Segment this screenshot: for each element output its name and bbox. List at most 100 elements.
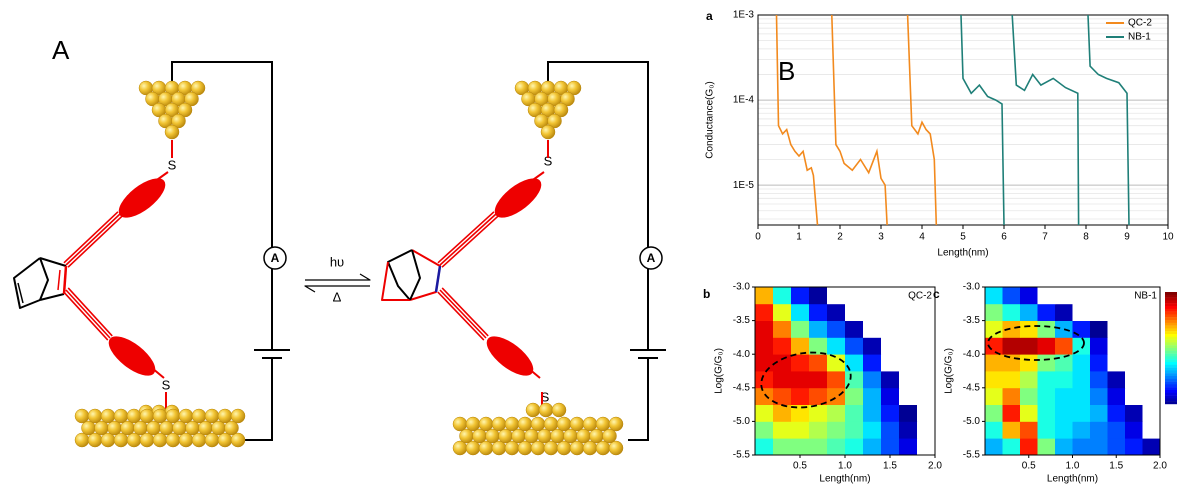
ammeter (263, 246, 287, 270)
y-tick-label: 1E-4 (733, 95, 755, 106)
heat-cell (773, 354, 792, 372)
heat-cell (863, 320, 882, 338)
gold-atom (563, 428, 578, 444)
triple-bond (437, 211, 495, 264)
panel-label: b (703, 287, 710, 301)
heat-cell (827, 320, 846, 338)
heat-cell (1125, 320, 1143, 338)
y-tick-label: -3.5 (963, 315, 981, 326)
heat-cell (1125, 354, 1143, 372)
heat-cell (881, 438, 900, 456)
gold-atom (560, 91, 575, 107)
gold-atom (608, 440, 624, 456)
gold-atom (485, 428, 500, 444)
circuit-wire (171, 61, 273, 441)
colorbar-step (1165, 359, 1177, 363)
gold-atom (608, 416, 624, 432)
heat-cell (791, 354, 810, 372)
gold-atom (537, 428, 552, 444)
colorbar-step (1165, 364, 1177, 368)
colorbar-step (1165, 320, 1177, 323)
panel-label: c (933, 287, 940, 301)
x-axis-label: Length(nm) (937, 248, 988, 259)
gold-atom (465, 416, 481, 432)
heat-cell (755, 337, 774, 355)
gold-atom (159, 420, 174, 436)
heat-cell (1037, 404, 1056, 422)
heat-cell (773, 287, 792, 305)
gold-atom (198, 420, 213, 436)
colorbar-step (1165, 334, 1177, 337)
gold-atom (538, 402, 554, 418)
gold-atom (113, 432, 129, 448)
colorbar-step (1165, 339, 1177, 343)
colorbar-step (1165, 325, 1177, 329)
colorbar-step (1165, 306, 1177, 309)
ammeter-label: A (647, 251, 656, 265)
highlight-ellipse (760, 351, 852, 409)
gold-atom (100, 432, 116, 448)
series-name: QC-2 (908, 291, 932, 302)
gold-atom (569, 416, 585, 432)
x-tick-label: 5 (960, 232, 966, 243)
colorbar-step (1165, 373, 1177, 377)
gold-atom (511, 428, 526, 444)
gold-atom (204, 432, 220, 448)
bond (304, 285, 370, 293)
heat-cell (1107, 287, 1126, 305)
linker (527, 367, 541, 379)
heat-cell (791, 337, 810, 355)
heat-cell (881, 337, 900, 355)
heat-cell (1125, 421, 1143, 439)
x-tick-label: 1 (796, 232, 802, 243)
colorbar-step (1165, 297, 1177, 301)
gold-atom (185, 420, 200, 436)
heat-cell (1002, 404, 1021, 422)
gold-atom (217, 432, 233, 448)
x-tick-label: 1.0 (1066, 461, 1080, 472)
triple-bond (441, 287, 489, 337)
heat-cell (1142, 387, 1161, 405)
gold-atom (164, 124, 180, 140)
gold-atom (126, 432, 142, 448)
heat-cell (863, 421, 882, 439)
x-tick-label: 2 (837, 232, 843, 243)
heat-cell (827, 303, 846, 321)
panel-label: a (706, 9, 713, 23)
bond (39, 257, 67, 267)
heat-cell (917, 303, 936, 321)
triple-bond (437, 291, 485, 341)
colorbar-step (1165, 322, 1177, 326)
x-tick-label: 1.5 (1109, 461, 1123, 472)
gold-atom (100, 408, 116, 424)
colorbar-step (1165, 294, 1177, 298)
triple-bond (439, 289, 487, 339)
heat-cell (1037, 354, 1056, 372)
heat-cell (1142, 320, 1161, 338)
heat-cell (773, 303, 792, 321)
heat-cell (1002, 337, 1021, 355)
gold-atom (465, 440, 481, 456)
heat-cell (899, 320, 918, 338)
gold-atom (553, 102, 569, 118)
gold-atom (530, 416, 546, 432)
gold-atom (184, 91, 199, 107)
heat-cell (1072, 387, 1091, 405)
heat-cell (1020, 421, 1038, 439)
heat-cell (791, 371, 810, 389)
bond (13, 257, 41, 309)
heat-cell (1072, 404, 1091, 422)
heat-cell (899, 371, 918, 389)
x-tick-label: 0.5 (793, 461, 807, 472)
heat-cell (1020, 404, 1038, 422)
gold-atom (525, 402, 541, 418)
colorbar-step (1165, 348, 1177, 351)
heat-cell (863, 354, 882, 372)
heat-cell (773, 371, 792, 389)
y-tick-label: -4.0 (963, 349, 981, 360)
colorbar-step (1165, 367, 1177, 371)
x-tick-label: 6 (1001, 232, 1007, 243)
heat-cell (899, 303, 918, 321)
gold-atom (74, 408, 90, 424)
